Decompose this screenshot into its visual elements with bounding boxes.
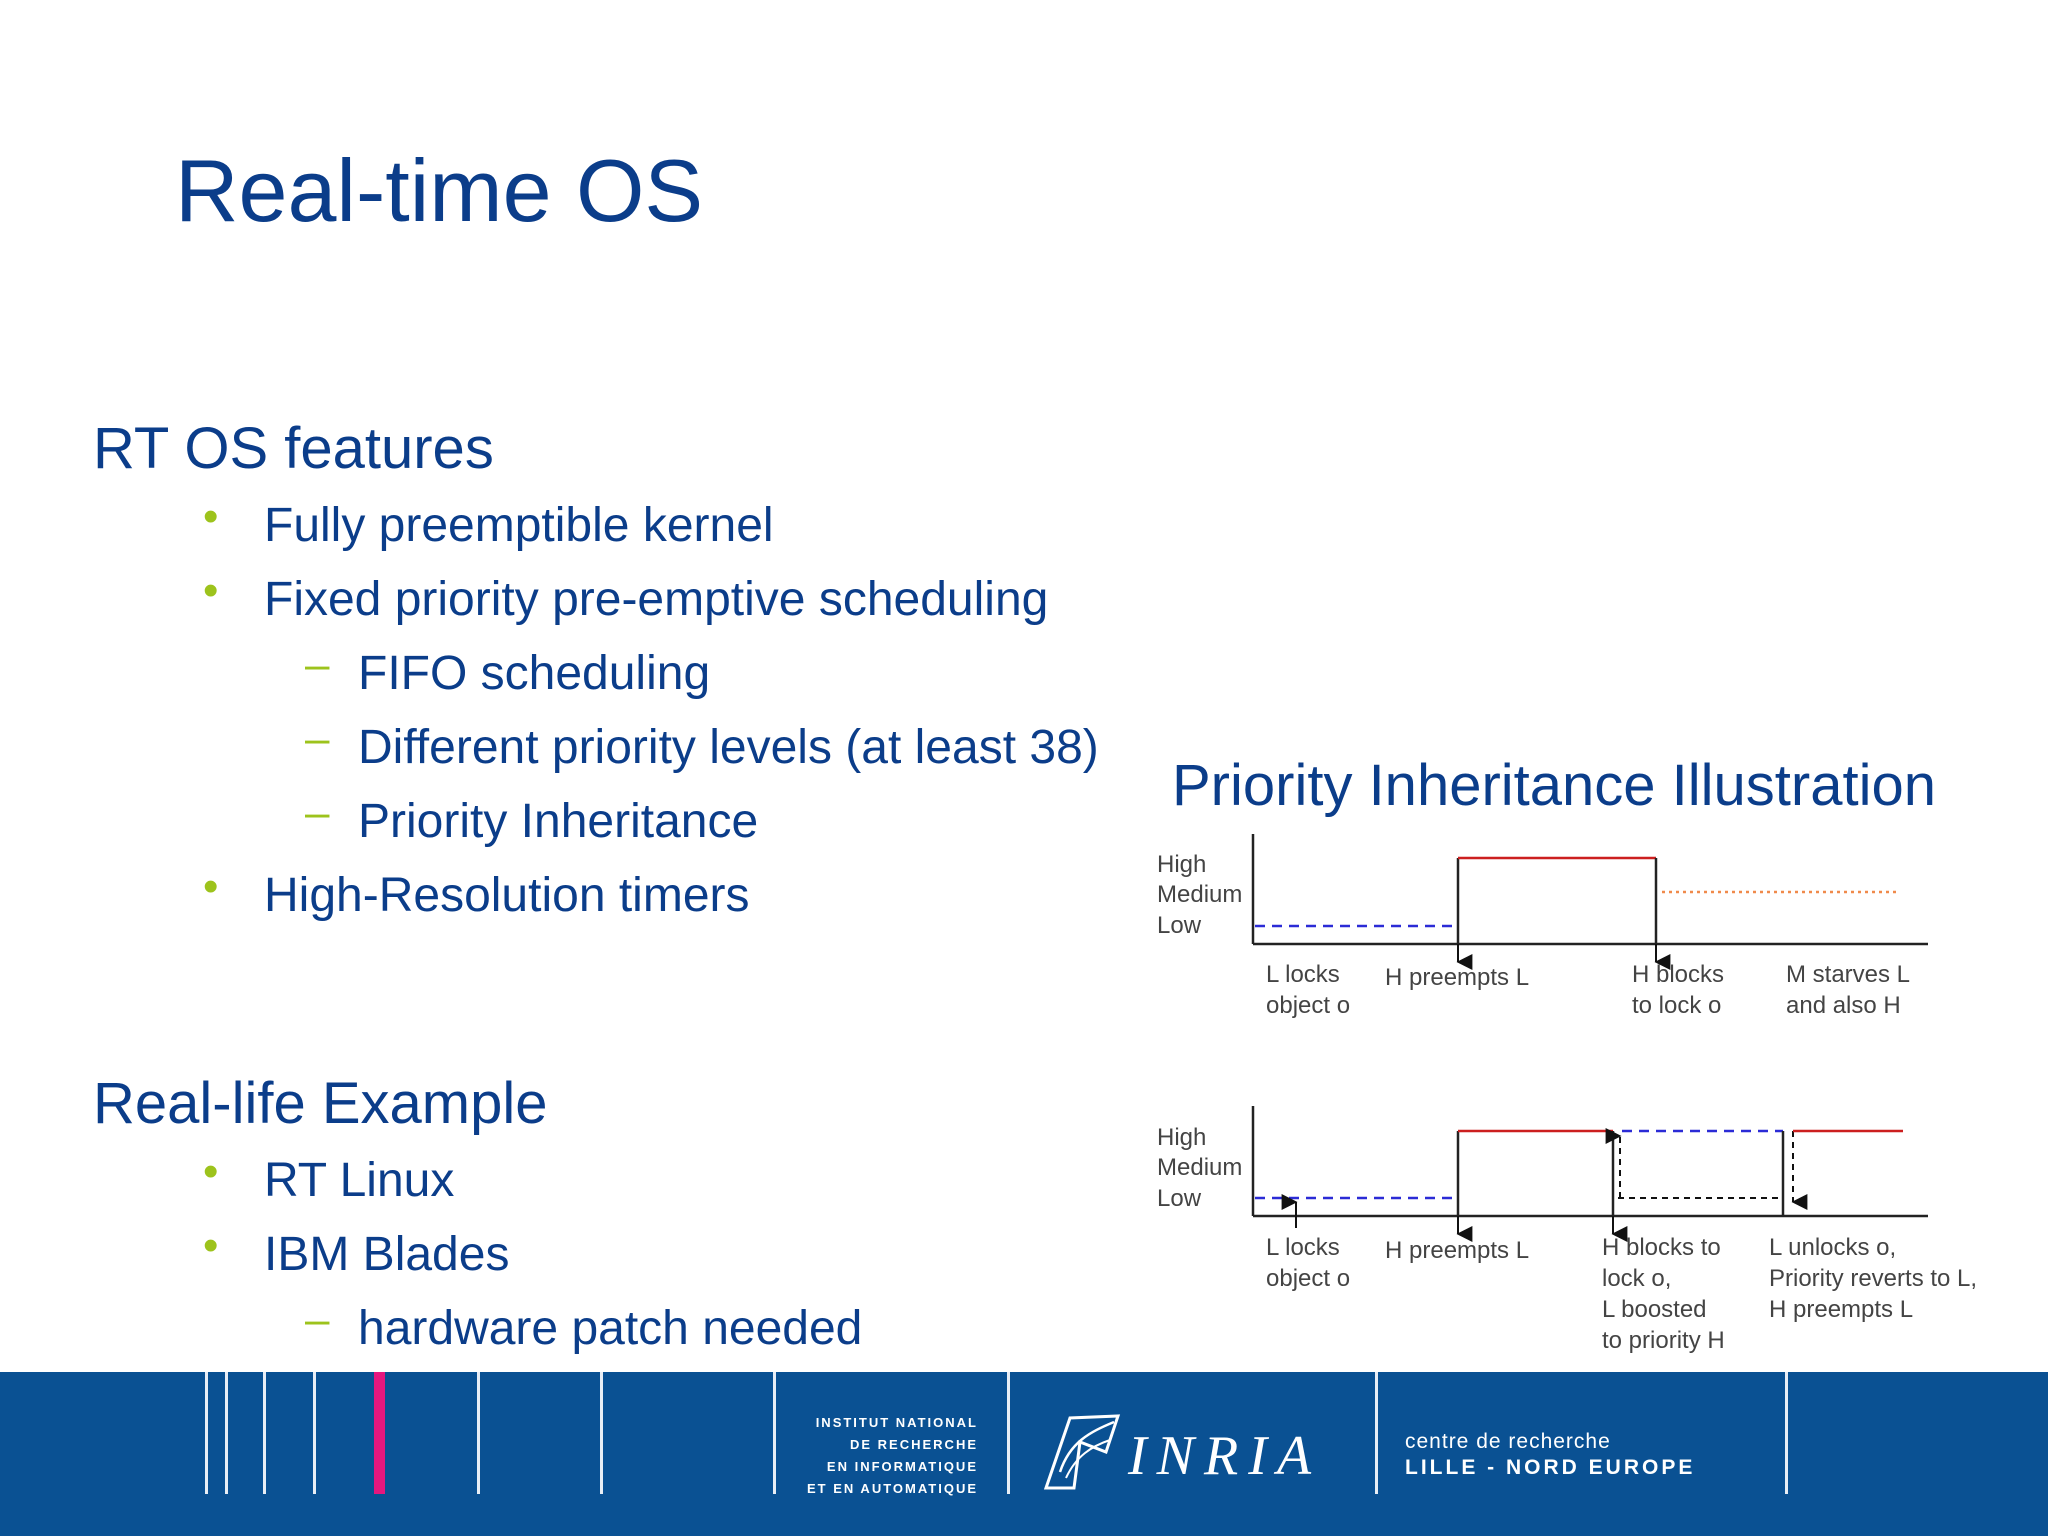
bullet-text: Priority Inheritance [358,795,759,848]
level-label-high: High [1157,851,1206,878]
footer-divider [477,1372,480,1494]
institute-name: INSTITUT NATIONAL DE RECHERCHE EN INFORM… [807,1415,978,1496]
bullet-item: • Fully preemptible kernel [203,492,774,553]
bullet-text: High-Resolution timers [264,869,750,922]
centre-location: LILLE - NORD EUROPE [1405,1456,1696,1479]
bullet-item: • RT Linux [203,1147,455,1208]
event-label: L locks object o [1266,961,1350,1019]
bullet-dot: • [203,566,219,615]
bullet-text: Different priority levels (at least 38) [358,721,1099,774]
bullet-dot: • [203,1147,219,1196]
top-panel: High Medium Low L locks object o H preem… [1157,834,1928,1019]
dash-mark: – [305,640,330,689]
footer-divider [773,1372,776,1494]
bullet-item: • High-Resolution timers [203,862,750,923]
bullet-text: Fixed priority pre-emptive scheduling [264,573,1049,626]
section-heading-features: RT OS features [93,416,494,481]
sub-bullet-item: – Different priority levels (at least 38… [305,714,1099,775]
footer-divider [600,1372,603,1494]
priority-inheritance-diagram: High Medium Low L locks object o H preem… [1157,834,1984,1354]
event-label: M starves L and also H [1786,961,1916,1019]
bullet-item: • Fixed priority pre-emptive scheduling [203,566,1049,627]
level-label-medium: Medium [1157,881,1242,908]
dash-mark: – [305,714,330,763]
bullet-dot: • [203,492,219,541]
bullet-text: FIFO scheduling [358,647,711,700]
footer-divider [1007,1372,1010,1494]
bullet-text: IBM Blades [264,1228,510,1281]
bullet-text: Fully preemptible kernel [264,499,774,552]
event-label: H preempts L [1385,1237,1529,1264]
level-label-high: High [1157,1124,1206,1151]
sub-bullet-item: – Priority Inheritance [305,788,759,849]
bullet-dot: • [203,1221,219,1270]
dash-mark: – [305,1295,330,1344]
level-label-medium: Medium [1157,1154,1242,1181]
footer-band: INSTITUT NATIONAL DE RECHERCHE EN INFORM… [0,1372,2048,1536]
event-label: H blocks to lock o [1632,961,1731,1019]
slide-title: Real-time OS [175,141,704,240]
level-label-low: Low [1157,1185,1202,1212]
diagram-title: Priority Inheritance Illustration [1172,753,1936,818]
footer-divider [313,1372,316,1494]
event-label: L locks object o [1266,1234,1350,1292]
inria-logo-mark [1043,1414,1121,1490]
event-label: L unlocks o, Priority reverts to L, H pr… [1769,1234,1984,1323]
inria-logo: INRIA [1128,1425,1322,1487]
bottom-panel: High Medium Low L locks object o H preem… [1157,1106,1984,1354]
bullet-text: RT Linux [264,1154,455,1207]
footer-divider [225,1372,228,1494]
sub-bullet-item: – hardware patch needed [305,1295,863,1356]
bullet-item: • IBM Blades [203,1221,510,1282]
footer-divider [1785,1372,1788,1494]
bullet-text: hardware patch needed [358,1302,863,1355]
event-label: H blocks to lock o, L boosted to priorit… [1602,1234,1727,1354]
sub-bullet-item: – FIFO scheduling [305,640,711,701]
bullet-dot: • [203,862,219,911]
level-label-low: Low [1157,912,1202,939]
footer-divider [1375,1372,1378,1494]
footer-accent-bar [374,1372,385,1494]
centre-label: centre de recherche [1405,1430,1611,1453]
footer-divider [205,1372,208,1494]
event-label: H preempts L [1385,964,1529,991]
dash-mark: – [305,788,330,837]
section-heading-example: Real-life Example [93,1071,548,1136]
footer-divider [263,1372,266,1494]
